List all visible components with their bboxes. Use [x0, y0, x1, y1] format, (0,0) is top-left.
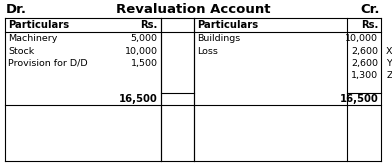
Text: Buildings: Buildings	[197, 34, 240, 43]
Text: Rs.: Rs.	[140, 20, 158, 30]
Text: 2,600: 2,600	[351, 46, 378, 55]
Text: 16,500: 16,500	[119, 94, 158, 104]
Text: 1,500: 1,500	[131, 58, 158, 68]
Text: 2,600: 2,600	[351, 58, 378, 68]
Text: Y: Y	[387, 58, 392, 68]
Text: X: X	[386, 46, 392, 55]
Text: Machinery: Machinery	[8, 34, 57, 43]
Text: Z: Z	[386, 71, 392, 80]
Text: Particulars: Particulars	[197, 20, 258, 30]
Text: 10,000: 10,000	[345, 34, 378, 43]
Text: Cr.: Cr.	[361, 2, 380, 15]
Text: Rs.: Rs.	[361, 20, 378, 30]
Text: Dr.: Dr.	[6, 2, 27, 15]
Text: Revaluation Account: Revaluation Account	[116, 2, 270, 15]
Text: Stock: Stock	[8, 46, 34, 55]
Text: 1,300: 1,300	[351, 71, 378, 80]
Text: 16,500: 16,500	[339, 94, 378, 104]
Text: Loss: Loss	[197, 46, 218, 55]
Text: Provision for D/D: Provision for D/D	[8, 58, 87, 68]
Text: Particulars: Particulars	[8, 20, 69, 30]
Text: 10,000: 10,000	[125, 46, 158, 55]
Text: 5,000: 5,000	[131, 34, 158, 43]
